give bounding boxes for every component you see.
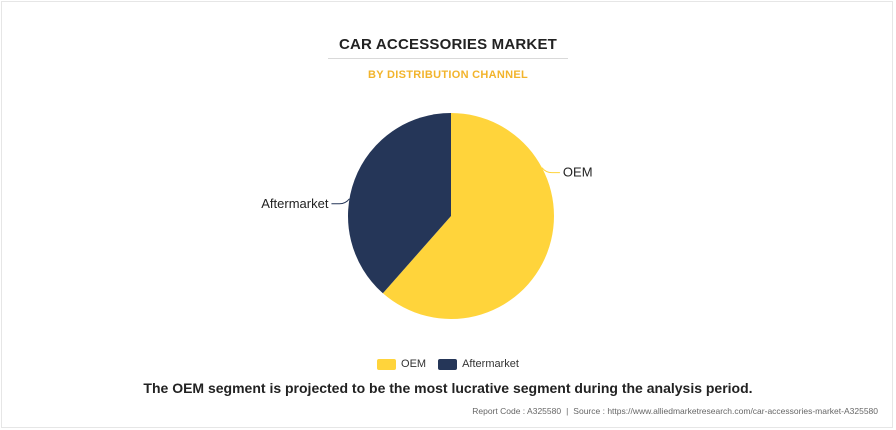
chart-title: CAR ACCESSORIES MARKET [338, 36, 558, 53]
legend-swatch-oem [377, 358, 397, 370]
slice-label-aftermarket: Aftermarket [261, 196, 329, 211]
slice-label-oem: OEM [563, 165, 593, 180]
chart-subtitle: BY DISTRIBUTION CHANNEL [367, 69, 529, 81]
chart-caption: The OEM segment is projected to be the m… [143, 380, 753, 396]
legend-item-oem[interactable]: OEM [377, 358, 426, 370]
chart-legend: OEM Aftermarket [0, 358, 896, 370]
pie-slice-oem[interactable] [382, 113, 555, 319]
legend-swatch-aftermarket [438, 358, 458, 370]
pie-slice-aftermarket[interactable] [348, 113, 451, 294]
source-link[interactable]: Source : https://www.alliedmarketresearc… [573, 406, 878, 416]
report-code: Report Code : A325580 [472, 406, 562, 416]
legend-label-aftermarket: Aftermarket [462, 358, 519, 370]
legend-label-oem: OEM [401, 358, 427, 370]
legend-item-aftermarket[interactable]: Aftermarket [438, 358, 519, 370]
leader-line-oem [541, 167, 560, 174]
leader-line-aftermarket [331, 198, 350, 205]
title-divider [328, 58, 568, 59]
source-footer: Report Code : A325580 | Source : https://w… [472, 406, 878, 416]
